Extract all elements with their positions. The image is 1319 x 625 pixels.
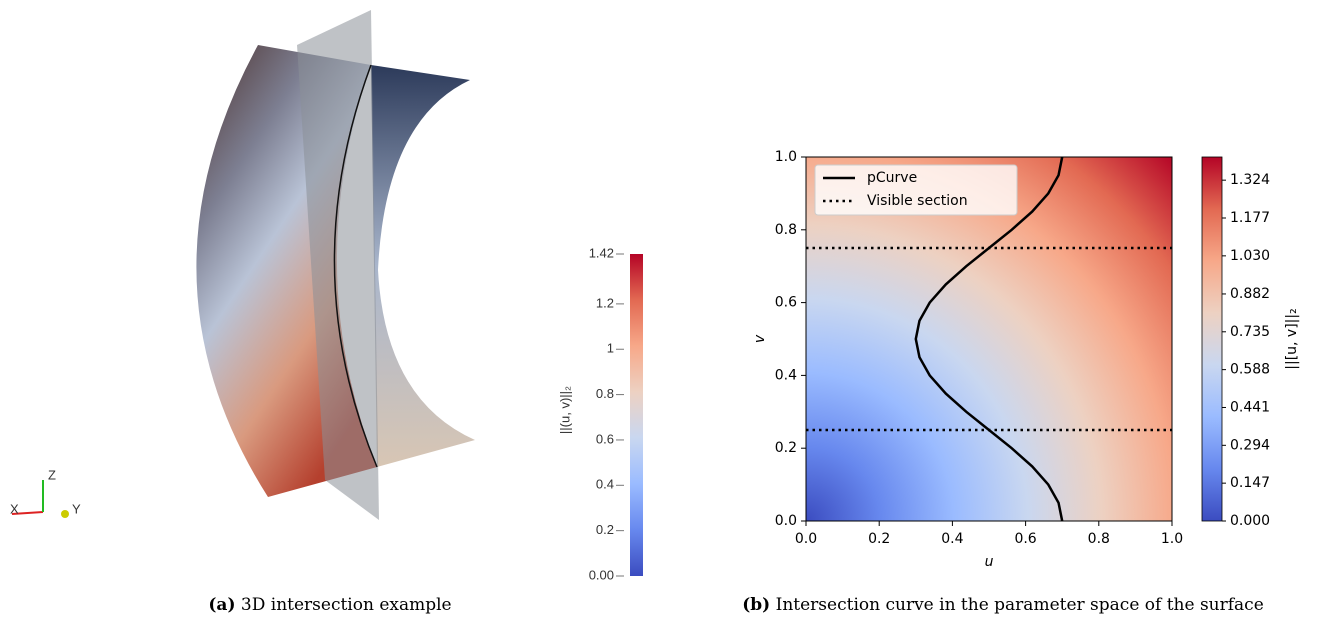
axis-glyph-label: Y (72, 501, 81, 516)
figure: X Y Z 0.00 0.2 0.4 0.6 0.8 1 1.2 1.42 ||(u, v)||₂ (a… (0, 0, 1319, 625)
colorbar-tick-label: 1 (607, 341, 614, 356)
render-3d (12, 10, 475, 520)
colorbar-tick-label: 0.441 (1230, 399, 1270, 415)
colorbar-tick-label: 0.00 (589, 567, 614, 582)
colorbar-tick-label: 0.2 (596, 522, 614, 537)
x-tick-label: 0.6 (1014, 531, 1036, 547)
colorbar-tick-label: 1.177 (1230, 210, 1270, 226)
colorbar-tick-label: 1.2 (596, 295, 614, 310)
colorbar-tick-label: 0.4 (596, 477, 614, 492)
caption-text: 3D intersection example (241, 595, 452, 615)
x-tick-label: 0.0 (795, 531, 817, 547)
y-tick-label: 0.4 (775, 367, 797, 383)
y-axis-label: v (752, 334, 768, 343)
x-tick-label: 0.2 (868, 531, 890, 547)
y-tick-label: 1.0 (775, 149, 797, 165)
colorbar-tick-label: 0.588 (1230, 362, 1270, 378)
y-tick-label: 0.8 (775, 222, 797, 238)
colorbar-tick-label: 0.882 (1230, 286, 1270, 302)
caption-label: (b) (742, 595, 770, 615)
legend-label: pCurve (867, 170, 917, 186)
colorbar-tick-label: 0.735 (1230, 324, 1270, 340)
x-tick-label: 1.0 (1161, 531, 1183, 547)
colorbar-tick-label: 1.324 (1230, 172, 1270, 188)
y-tick-label: 0.2 (775, 440, 797, 456)
colorbar-tick-label: 0.147 (1230, 475, 1270, 491)
x-tick-label: 0.4 (941, 531, 963, 547)
axes-triad (12, 480, 69, 518)
inner-surface (371, 65, 475, 467)
colorbar-tick-label: 0.6 (596, 431, 614, 446)
y-tick-label: 0.0 (775, 513, 797, 529)
colorbar-label: ||(u, v)||₂ (557, 386, 572, 434)
axis-glyph-label: Z (48, 467, 56, 482)
colorbar-tick-label: 1.42 (589, 245, 614, 260)
y-tick-label: 0.6 (775, 295, 797, 311)
caption-label: (a) (208, 595, 235, 615)
axis-glyph-label: X (10, 501, 19, 516)
colorbar-tick-label: 0.8 (596, 386, 614, 401)
caption: (b) Intersection curve in the parameter … (742, 595, 1264, 615)
x-tick-label: 0.8 (1088, 531, 1110, 547)
legend-label: Visible section (867, 193, 968, 209)
x-axis-label: u (985, 554, 994, 570)
colorbar (1202, 157, 1222, 521)
colorbar (630, 254, 643, 576)
caption-text: Intersection curve in the parameter spac… (776, 595, 1264, 615)
colorbar-tick-label: 1.030 (1230, 248, 1270, 264)
colorbar-label: ||[u, v]||₂ (1284, 308, 1300, 369)
caption: (a) 3D intersection example (208, 595, 451, 615)
colorbar-tick-label: 0.294 (1230, 437, 1270, 453)
colorbar-tick-label: 0.000 (1230, 513, 1270, 529)
